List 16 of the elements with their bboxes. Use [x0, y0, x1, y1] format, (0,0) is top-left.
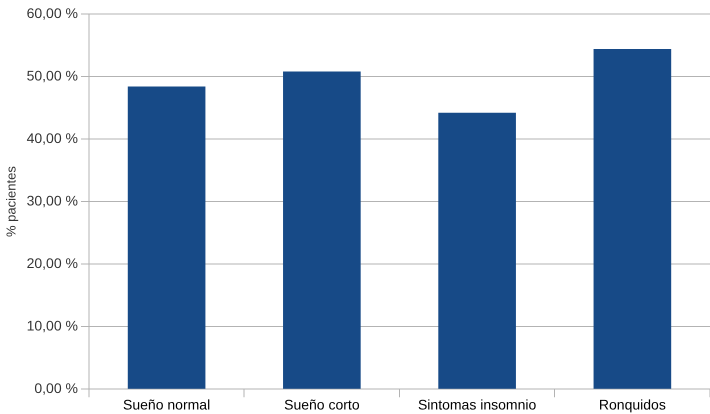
- bar: [283, 72, 361, 389]
- x-tick-label: Sueño corto: [284, 396, 360, 412]
- y-tick-label: 10,00 %: [26, 318, 78, 334]
- bar: [438, 112, 516, 389]
- bar: [594, 49, 672, 389]
- y-tick-label: 20,00 %: [26, 254, 78, 271]
- x-tick-label: Sueño normal: [123, 396, 210, 412]
- y-tick-label: 30,00 %: [26, 192, 78, 208]
- x-tick-label: Ronquidos: [598, 396, 666, 412]
- y-tick-label: 40,00 %: [26, 130, 78, 146]
- y-axis-title: % pacientes: [3, 166, 18, 238]
- bar: [128, 86, 206, 389]
- x-tick-label: Sintomas insomnio: [418, 396, 536, 412]
- y-tick-label: 50,00 %: [26, 67, 78, 84]
- y-tick-label: 60,00 %: [26, 4, 78, 21]
- y-tick-label: 0,00 %: [34, 380, 78, 396]
